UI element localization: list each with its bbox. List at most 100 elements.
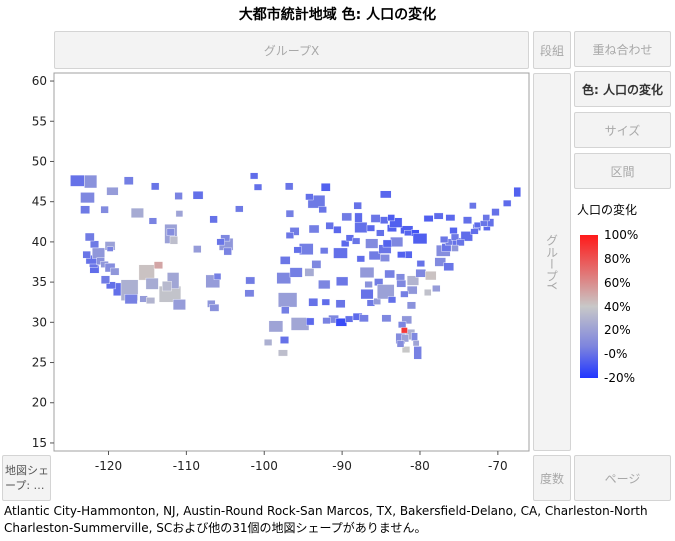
map-region[interactable] — [396, 340, 405, 348]
map-region[interactable] — [345, 315, 354, 323]
map-region[interactable] — [153, 261, 163, 270]
map-shape-zone[interactable]: 地図シェープ: … — [2, 455, 51, 501]
map-region[interactable] — [280, 336, 290, 344]
map-region[interactable] — [397, 251, 406, 259]
map-region[interactable] — [396, 273, 406, 282]
map-region[interactable] — [285, 182, 294, 191]
map-region[interactable] — [470, 228, 479, 235]
map-region[interactable] — [411, 332, 418, 341]
map-region[interactable] — [406, 275, 420, 286]
map-region[interactable] — [320, 182, 331, 192]
map-region[interactable] — [305, 193, 314, 201]
map-region[interactable] — [306, 317, 315, 326]
map-region[interactable] — [432, 285, 441, 292]
map-region[interactable] — [354, 212, 363, 223]
map-region[interactable] — [80, 205, 91, 214]
map-region[interactable] — [360, 289, 374, 300]
map-region[interactable] — [285, 231, 295, 239]
map-region[interactable] — [145, 277, 159, 290]
map-region[interactable] — [138, 264, 155, 281]
map-region[interactable] — [356, 255, 365, 263]
map-region[interactable] — [325, 221, 334, 230]
color-zone[interactable]: 色: 人口の変化 — [574, 71, 671, 107]
map-region[interactable] — [209, 215, 218, 224]
map-region[interactable] — [370, 214, 381, 223]
map-region[interactable] — [161, 281, 172, 292]
map-region[interactable] — [456, 239, 465, 247]
map-region[interactable] — [424, 289, 432, 296]
map-region[interactable] — [278, 292, 298, 308]
map-region[interactable] — [341, 212, 353, 222]
map-region[interactable] — [451, 244, 459, 252]
map-region[interactable] — [365, 238, 379, 249]
map-region[interactable] — [382, 239, 392, 248]
map-region[interactable] — [289, 267, 303, 278]
map-region[interactable] — [100, 275, 110, 284]
map-region[interactable] — [425, 271, 437, 281]
map-region[interactable] — [387, 214, 395, 222]
map-region[interactable] — [166, 228, 175, 237]
map-region[interactable] — [289, 227, 300, 236]
size-zone[interactable]: サイズ — [574, 112, 671, 148]
map-region[interactable] — [389, 217, 403, 228]
map-region[interactable] — [281, 306, 290, 315]
map-region[interactable] — [406, 285, 418, 295]
map-region[interactable] — [278, 349, 288, 357]
map-region[interactable] — [352, 237, 361, 245]
map-region[interactable] — [473, 221, 482, 228]
page-zone[interactable]: ページ — [574, 455, 671, 501]
map-region[interactable] — [321, 298, 330, 306]
map-region[interactable] — [82, 250, 91, 259]
map-region[interactable] — [304, 268, 315, 277]
map-region[interactable] — [293, 246, 302, 254]
map-region[interactable] — [235, 205, 244, 213]
freq-zone[interactable]: 度数 — [533, 455, 571, 501]
map-region[interactable] — [398, 321, 407, 329]
map-region[interactable] — [172, 299, 186, 311]
interval-zone[interactable]: 区間 — [574, 153, 671, 189]
map-region[interactable] — [192, 190, 204, 200]
map-region[interactable] — [415, 269, 427, 278]
map-region[interactable] — [244, 289, 255, 298]
map-region[interactable] — [413, 346, 422, 360]
map-region[interactable] — [366, 224, 376, 232]
map-region[interactable] — [469, 202, 477, 210]
map-region[interactable] — [80, 192, 95, 204]
map-region[interactable] — [440, 236, 449, 243]
map-region[interactable] — [380, 216, 389, 225]
map-region[interactable] — [381, 314, 392, 323]
map-region[interactable] — [148, 217, 158, 225]
map-region[interactable] — [106, 186, 119, 196]
map-region[interactable] — [503, 199, 512, 207]
map-region[interactable] — [169, 236, 179, 245]
map-region[interactable] — [320, 247, 329, 255]
map-region[interactable] — [412, 233, 428, 245]
map-region[interactable] — [70, 174, 85, 187]
map-region[interactable] — [193, 245, 202, 253]
map-region[interactable] — [100, 205, 109, 214]
map-region[interactable] — [390, 236, 404, 248]
map-region[interactable] — [249, 172, 259, 180]
map-region[interactable] — [276, 272, 291, 285]
wrap-zone[interactable]: 段組 — [533, 31, 571, 69]
map-region[interactable] — [104, 263, 116, 273]
map-region[interactable] — [359, 267, 375, 278]
map-region[interactable] — [245, 276, 256, 285]
map-region[interactable] — [130, 207, 144, 219]
map-region[interactable] — [106, 246, 114, 252]
map-region[interactable] — [380, 190, 392, 199]
map-region[interactable] — [151, 182, 160, 191]
map-region[interactable] — [84, 232, 95, 242]
map-region[interactable] — [223, 247, 232, 256]
map-region[interactable] — [308, 224, 320, 234]
map-region[interactable] — [380, 254, 390, 262]
group-y-zone[interactable]: グループY — [533, 73, 571, 451]
map-region[interactable] — [341, 240, 350, 247]
map-region[interactable] — [174, 192, 183, 200]
map-region[interactable] — [110, 267, 120, 276]
map-region[interactable] — [322, 317, 331, 325]
map-region[interactable] — [376, 229, 385, 237]
map-region[interactable] — [175, 210, 184, 218]
map-region[interactable] — [416, 260, 425, 267]
